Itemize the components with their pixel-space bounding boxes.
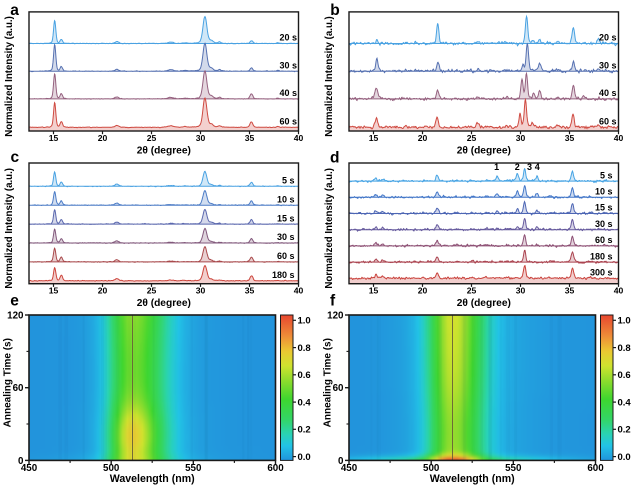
svg-text:0.8: 0.8 [618,343,631,354]
svg-text:40: 40 [614,133,624,143]
svg-text:30 s: 30 s [595,219,613,229]
svg-text:Wavelength (nm): Wavelength (nm) [430,473,515,485]
svg-text:40: 40 [294,133,304,143]
svg-text:550: 550 [505,463,522,474]
svg-text:0.2: 0.2 [618,425,631,436]
svg-text:120: 120 [327,310,344,321]
svg-text:450: 450 [21,463,38,474]
svg-text:40 s: 40 s [599,88,617,98]
svg-text:2θ (degree): 2θ (degree) [137,145,191,156]
svg-text:25: 25 [467,133,477,143]
svg-text:a: a [10,2,19,19]
svg-text:450: 450 [341,463,358,474]
svg-text:30 s: 30 s [279,60,297,70]
svg-text:Annealing Time (s): Annealing Time (s) [323,338,334,427]
svg-text:40: 40 [294,286,304,296]
svg-text:Wavelength (nm): Wavelength (nm) [110,473,195,485]
svg-text:Normalized Intensity (a.u.): Normalized Intensity (a.u.) [4,16,15,137]
svg-text:40 s: 40 s [279,88,297,98]
svg-text:30: 30 [196,133,206,143]
svg-text:60: 60 [333,383,344,394]
svg-text:5 s: 5 s [282,176,295,186]
svg-text:f: f [330,292,336,309]
svg-text:20 s: 20 s [599,33,617,43]
svg-text:15 s: 15 s [277,213,295,223]
svg-text:35: 35 [565,286,575,296]
svg-text:60 s: 60 s [595,235,613,245]
svg-text:4: 4 [535,162,540,172]
svg-text:15: 15 [49,286,59,296]
svg-text:0.8: 0.8 [298,343,311,354]
svg-text:20: 20 [418,286,428,296]
svg-text:25: 25 [147,286,157,296]
svg-text:550: 550 [185,463,202,474]
svg-text:30: 30 [516,286,526,296]
svg-text:300 s: 300 s [590,268,613,278]
svg-text:60 s: 60 s [279,117,297,127]
svg-text:60 s: 60 s [599,117,617,127]
svg-text:500: 500 [423,463,440,474]
svg-text:0.2: 0.2 [298,425,311,436]
svg-text:e: e [10,292,19,309]
svg-text:25: 25 [467,286,477,296]
svg-text:0.0: 0.0 [618,452,631,463]
svg-text:0.4: 0.4 [298,398,312,409]
svg-text:Normalized Intensity (a.u.): Normalized Intensity (a.u.) [4,168,15,289]
svg-text:600: 600 [267,463,284,474]
svg-text:Annealing Time (s): Annealing Time (s) [3,338,14,427]
svg-text:60: 60 [13,383,24,394]
svg-text:20 s: 20 s [279,33,297,43]
svg-text:35: 35 [565,133,575,143]
svg-text:180 s: 180 s [272,270,295,280]
svg-text:2θ (degree): 2θ (degree) [137,298,191,309]
svg-text:0.6: 0.6 [298,370,311,381]
svg-text:25: 25 [147,133,157,143]
svg-text:0.0: 0.0 [298,452,311,463]
svg-text:1: 1 [494,162,499,172]
svg-text:35: 35 [245,286,255,296]
svg-text:30 s: 30 s [599,60,617,70]
svg-text:1.0: 1.0 [618,316,631,327]
svg-text:10 s: 10 s [277,194,295,204]
svg-text:3: 3 [527,162,532,172]
svg-text:20: 20 [98,133,108,143]
svg-text:60 s: 60 s [277,251,295,261]
svg-text:Normalized Intensity (a.u.): Normalized Intensity (a.u.) [324,168,335,289]
svg-text:2: 2 [515,162,520,172]
svg-text:20: 20 [98,286,108,296]
svg-text:30: 30 [516,133,526,143]
svg-text:1.0: 1.0 [298,316,311,327]
svg-text:d: d [330,150,339,167]
svg-text:40: 40 [614,286,624,296]
svg-text:0: 0 [18,456,24,467]
svg-text:Normalized Intensity (a.u.): Normalized Intensity (a.u.) [324,16,335,137]
svg-text:c: c [11,149,20,166]
svg-text:0: 0 [338,456,344,467]
svg-text:2θ (degree): 2θ (degree) [457,145,511,156]
svg-text:10 s: 10 s [595,187,613,197]
svg-text:35: 35 [245,133,255,143]
svg-text:180 s: 180 s [590,251,613,261]
svg-text:30 s: 30 s [277,232,295,242]
svg-text:5 s: 5 s [600,170,613,180]
svg-text:0.4: 0.4 [618,398,632,409]
svg-text:600: 600 [587,463,604,474]
svg-text:120: 120 [7,310,24,321]
svg-text:20: 20 [418,133,428,143]
svg-text:500: 500 [103,463,120,474]
svg-text:b: b [330,2,339,19]
svg-text:15: 15 [369,133,379,143]
svg-text:0.6: 0.6 [618,370,631,381]
svg-text:30: 30 [196,286,206,296]
svg-text:2θ (degree): 2θ (degree) [457,298,511,309]
svg-text:15: 15 [369,286,379,296]
svg-text:15: 15 [49,133,59,143]
svg-text:15 s: 15 s [595,203,613,213]
